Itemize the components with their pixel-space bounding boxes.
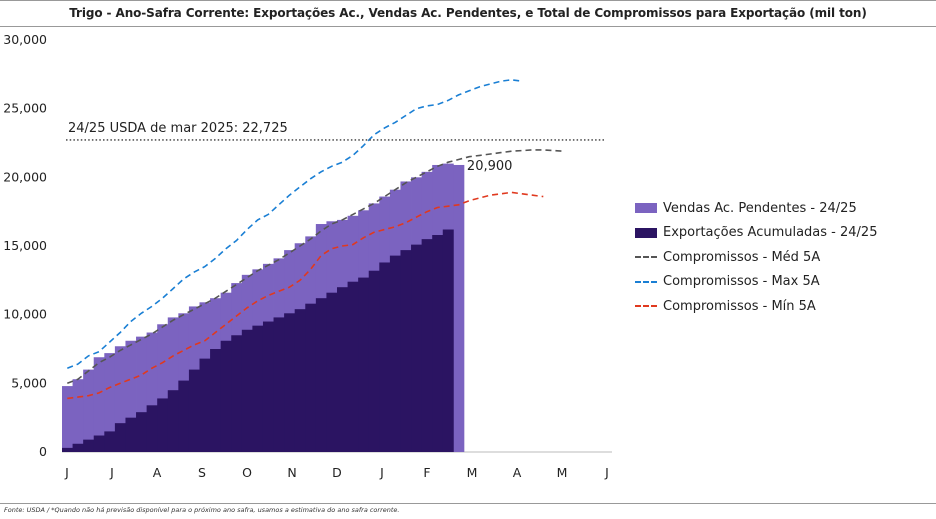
exports-bar xyxy=(421,239,433,452)
exports-bar xyxy=(411,244,423,452)
exports-bar xyxy=(104,431,116,452)
exports-bar xyxy=(83,439,95,452)
exports-bar xyxy=(305,303,317,452)
y-tick-label: 25,000 xyxy=(3,101,47,116)
legend-line-avg xyxy=(635,256,657,259)
chart-area: 0 5,000 10,000 15,000 20,000 25,000 30,000 J J A… xyxy=(3,32,612,480)
legend-swatch-pending xyxy=(635,203,657,214)
legend: Vendas Ac. Pendentes - 24/25 Exportações… xyxy=(635,196,877,319)
legend-label-pending: Vendas Ac. Pendentes - 24/25 xyxy=(663,200,857,216)
exports-bar xyxy=(199,358,211,452)
avg-commitments-line xyxy=(67,149,565,385)
legend-label-min: Compromissos - Mín 5A xyxy=(663,298,816,314)
exports-bar xyxy=(358,277,370,452)
chart-title: Trigo - Ano-Safra Corrente: Exportações … xyxy=(69,6,867,20)
y-tick-label: 10,000 xyxy=(3,307,47,322)
exports-bar xyxy=(125,417,137,452)
exports-bar xyxy=(379,262,391,452)
exports-bar xyxy=(220,340,232,452)
legend-item-avg: Compromissos - Méd 5A xyxy=(635,245,877,270)
min-commitments-line xyxy=(67,191,544,400)
exports-bar xyxy=(326,292,338,452)
y-tick-label: 30,000 xyxy=(3,32,47,47)
pending-sales-bar xyxy=(157,324,169,452)
exports-bar xyxy=(72,443,84,452)
x-tick-label: F xyxy=(423,465,430,480)
pending-sales-bar xyxy=(453,164,465,452)
legend-swatch-exports xyxy=(635,227,657,238)
exports-bar xyxy=(432,235,444,452)
legend-item-min: Compromissos - Mín 5A xyxy=(635,294,877,319)
exports-bar xyxy=(146,405,158,452)
x-tick-label: J xyxy=(64,465,69,480)
pending-sales-bar xyxy=(104,353,116,452)
max-commitments-line xyxy=(67,78,523,369)
exports-bar xyxy=(231,335,243,452)
y-tick-label: 15,000 xyxy=(3,238,47,253)
exports-bar xyxy=(157,398,169,452)
exports-bar xyxy=(442,229,454,452)
legend-line-max xyxy=(635,280,657,283)
exports-bars xyxy=(62,229,454,452)
pending-sales-bar xyxy=(72,379,84,452)
legend-item-max: Compromissos - Max 5A xyxy=(635,270,877,295)
x-tick-label: O xyxy=(242,465,252,480)
pending-sales-bar xyxy=(167,317,179,452)
exports-bar xyxy=(337,287,348,452)
legend-item-exports: Exportações Acumuladas - 24/25 xyxy=(635,221,877,246)
pending-sales-bar xyxy=(136,336,148,452)
y-tick-label: 0 xyxy=(39,444,47,459)
pending-sales-bar xyxy=(125,340,137,452)
x-tick-label: A xyxy=(513,465,522,480)
exports-bar xyxy=(252,325,264,452)
y-tick-label: 20,000 xyxy=(3,169,47,184)
x-tick-label: S xyxy=(198,465,206,480)
commitment-lines xyxy=(67,78,565,400)
x-tick-label: N xyxy=(287,465,296,480)
x-tick-label: M xyxy=(467,465,478,480)
exports-bar xyxy=(241,329,253,452)
title-bar: Trigo - Ano-Safra Corrente: Exportações … xyxy=(0,0,936,27)
exports-bar xyxy=(178,380,190,452)
exports-bar xyxy=(368,270,380,452)
x-tick-label: J xyxy=(109,465,114,480)
exports-bar xyxy=(262,321,274,452)
legend-item-pending: Vendas Ac. Pendentes - 24/25 xyxy=(635,196,877,221)
exports-bar xyxy=(93,435,105,452)
exports-bar xyxy=(284,313,296,452)
x-tick-label: M xyxy=(557,465,568,480)
source-note: Fonte: USDA / *Quando não há previsão di… xyxy=(4,506,400,514)
exports-bar xyxy=(62,447,73,452)
exports-bar xyxy=(400,250,412,452)
x-tick-label: D xyxy=(332,465,342,480)
y-tick-label: 5,000 xyxy=(11,375,47,390)
y-axis: 0 5,000 10,000 15,000 20,000 25,000 30,000 xyxy=(3,32,47,459)
exports-bar xyxy=(273,317,285,452)
exports-bar xyxy=(389,255,401,452)
x-tick-label: J xyxy=(379,465,384,480)
legend-label-exports: Exportações Acumuladas - 24/25 xyxy=(663,225,878,241)
footer-divider xyxy=(0,503,936,504)
exports-bar xyxy=(210,349,222,452)
exports-bar xyxy=(188,369,200,452)
exports-bar xyxy=(114,423,126,452)
x-tick-label: A xyxy=(153,465,162,480)
exports-bar xyxy=(167,390,179,452)
pending-sales-bar xyxy=(146,332,158,452)
pending-sales-bar xyxy=(114,346,126,452)
pending-sales-bar xyxy=(62,386,73,452)
exports-bar xyxy=(315,298,327,452)
legend-line-min xyxy=(635,305,657,308)
x-tick-label: J xyxy=(604,465,609,480)
legend-label-avg: Compromissos - Méd 5A xyxy=(663,249,821,265)
exports-bar xyxy=(136,412,148,452)
legend-label-max: Compromissos - Max 5A xyxy=(663,274,820,290)
pending-sales-bar xyxy=(83,369,95,452)
pending-sales-bar xyxy=(93,357,105,452)
exports-bar xyxy=(294,309,306,452)
end-value-label: 20,900 xyxy=(467,159,513,174)
exports-bar xyxy=(347,281,359,452)
usda-reference-label: 24/25 USDA de mar 2025: 22,725 xyxy=(68,121,288,136)
